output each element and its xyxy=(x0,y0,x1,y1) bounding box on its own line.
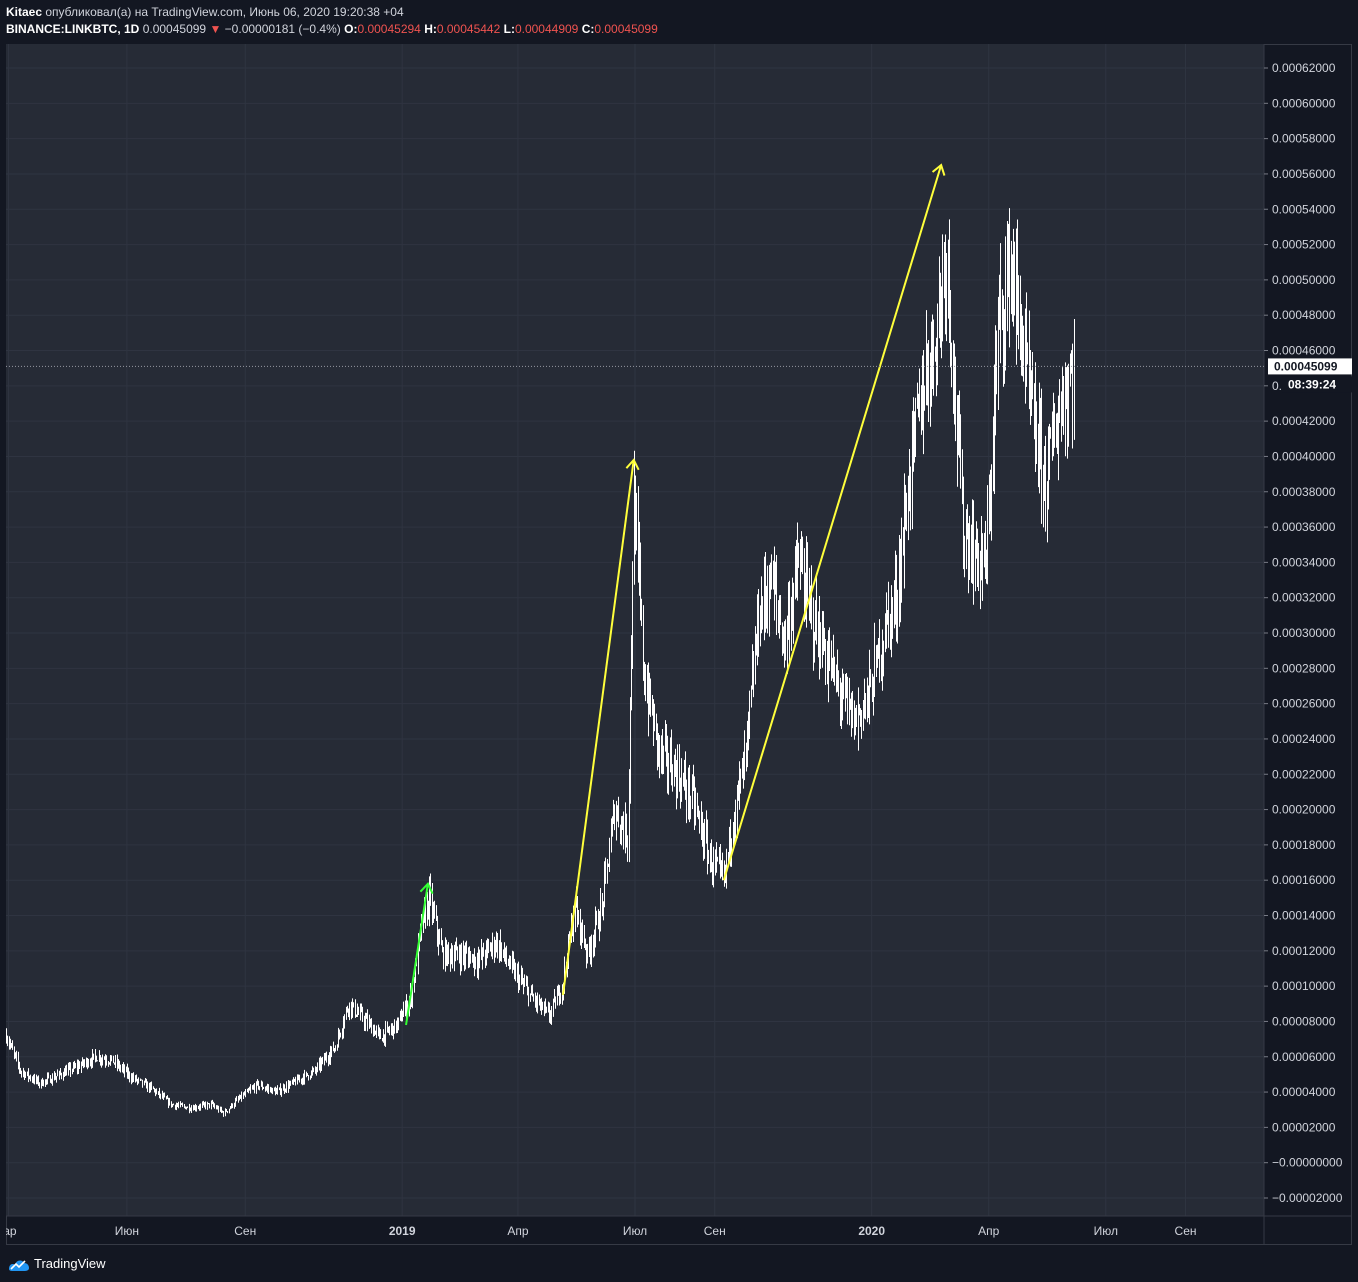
last-price-label: 0.00045099 xyxy=(1274,359,1338,373)
trend-arrow-head[interactable] xyxy=(419,881,434,895)
price-tick-label: −0.00000000 xyxy=(1272,1156,1343,1170)
down-arrow-icon: ▼ xyxy=(209,22,222,36)
price-tick-label: 0.00046000 xyxy=(1272,344,1336,358)
price-change: −0.00000181 (−0.4%) xyxy=(224,22,341,36)
price-tick-label: 0.00030000 xyxy=(1272,626,1336,640)
time-tick-label: 2019 xyxy=(389,1224,416,1238)
symbol-label[interactable]: BINANCE:LINKBTC, 1D xyxy=(6,22,140,36)
symbol-legend: BINANCE:LINKBTC, 1D 0.00045099 ▼ −0.0000… xyxy=(6,22,658,36)
price-chart[interactable]: 0.00062000 0.00060000 0.00058000 0.00056000… xyxy=(6,44,1352,1245)
trend-arrows[interactable] xyxy=(405,163,946,1026)
last-price-box xyxy=(1268,358,1352,375)
open-label: O: xyxy=(344,22,358,36)
price-tick-label: 0.00010000 xyxy=(1272,979,1336,993)
publication-line: Kitaec опубликовал(а) на TradingView.com… xyxy=(6,5,404,19)
price-tick-label: 0.00034000 xyxy=(1272,555,1336,569)
price-tick-label: 0.00054000 xyxy=(1272,202,1336,216)
price-tick-label: 0.00028000 xyxy=(1272,661,1336,675)
price-bars xyxy=(6,208,1075,1117)
time-tick-label: Сен xyxy=(234,1224,256,1238)
time-tick-label: Июн xyxy=(115,1224,139,1238)
price-tick-label: 0.00014000 xyxy=(1272,909,1336,923)
time-tick-label: Июл xyxy=(623,1224,647,1238)
chart-header: Kitaec опубликовал(а) на TradingView.com… xyxy=(0,0,1358,44)
trend-arrow-line[interactable] xyxy=(405,883,429,1026)
price-tick-label: 0.00056000 xyxy=(1272,167,1336,181)
price-tick-label: 0.00020000 xyxy=(1272,803,1336,817)
price-tick-label: 0.00050000 xyxy=(1272,273,1336,287)
price-tick-label: 0.00026000 xyxy=(1272,697,1336,711)
brand-name[interactable]: TradingView xyxy=(34,1256,106,1271)
grid xyxy=(6,44,1264,1216)
author-name[interactable]: Kitaec xyxy=(6,5,43,19)
low-label: L: xyxy=(503,22,515,36)
price-tick-label: 0.00048000 xyxy=(1272,308,1336,322)
price-tick-label: 0.00062000 xyxy=(1272,61,1336,75)
time-tick-label: Июл xyxy=(1094,1224,1118,1238)
price-tick-label: 0.00016000 xyxy=(1272,873,1336,887)
time-tick-label: Апр xyxy=(507,1224,529,1238)
time-tick-label: 2020 xyxy=(858,1224,885,1238)
price-tick-label: 0.00038000 xyxy=(1272,485,1336,499)
price-tick-label: 0.00006000 xyxy=(1272,1050,1336,1064)
high-label: H: xyxy=(424,22,437,36)
price-tick-label: 0.00032000 xyxy=(1272,591,1336,605)
price-axis[interactable]: 0.00062000 0.00060000 0.00058000 0.00056000… xyxy=(1264,61,1343,1205)
price-tick-label: 0.00022000 xyxy=(1272,767,1336,781)
last-price: 0.00045099 xyxy=(142,22,207,36)
time-axis[interactable]: lар Июн Сен 2019 Апр Июл Сен 2020 Апр Июл Сен xyxy=(6,1224,1197,1238)
time-tick-label: Сен xyxy=(1175,1224,1197,1238)
close-value: 0.00045099 xyxy=(594,22,658,36)
time-tick-label: Апр xyxy=(978,1224,1000,1238)
price-tick-label: 0.00052000 xyxy=(1272,238,1336,252)
price-tick-label: 0.00018000 xyxy=(1272,838,1336,852)
bar-countdown: 08:39:24 xyxy=(1288,377,1336,391)
trend-arrow-line[interactable] xyxy=(561,459,635,996)
price-tick-label: 0.00002000 xyxy=(1272,1120,1336,1134)
trend-arrow-line[interactable] xyxy=(722,164,943,881)
price-tick-label: 0.00058000 xyxy=(1272,132,1336,146)
countdown-box xyxy=(1282,376,1352,393)
price-tick-label: 0.00040000 xyxy=(1272,449,1336,463)
price-tick-label: 0.00036000 xyxy=(1272,520,1336,534)
published-text: опубликовал(а) на TradingView.com, Июнь … xyxy=(45,5,404,19)
price-tick-label: 0.00042000 xyxy=(1272,414,1336,428)
high-value: 0.00045442 xyxy=(436,22,501,36)
open-value: 0.00045294 xyxy=(357,22,421,36)
price-tick-label: 0.00008000 xyxy=(1272,1014,1336,1028)
tradingview-logo-icon[interactable] xyxy=(8,1256,30,1272)
price-tick-label: 0.00012000 xyxy=(1272,944,1336,958)
close-label: C: xyxy=(581,22,595,36)
low-value: 0.00044909 xyxy=(514,22,579,36)
time-tick-label: Сен xyxy=(704,1224,726,1238)
trend-arrow-head[interactable] xyxy=(931,163,946,176)
price-tick-label: 0.00024000 xyxy=(1272,732,1336,746)
trend-arrow-head[interactable] xyxy=(625,458,640,471)
price-tick-label: 0.00004000 xyxy=(1272,1085,1336,1099)
footer: TradingView xyxy=(0,1246,1358,1282)
time-tick-label: lар xyxy=(6,1224,17,1238)
price-tick-label: −0.00002000 xyxy=(1272,1191,1343,1205)
price-tick-label: 0.00060000 xyxy=(1272,96,1336,110)
last-price-marker: 0.00045099 08:39:24 xyxy=(6,358,1352,393)
